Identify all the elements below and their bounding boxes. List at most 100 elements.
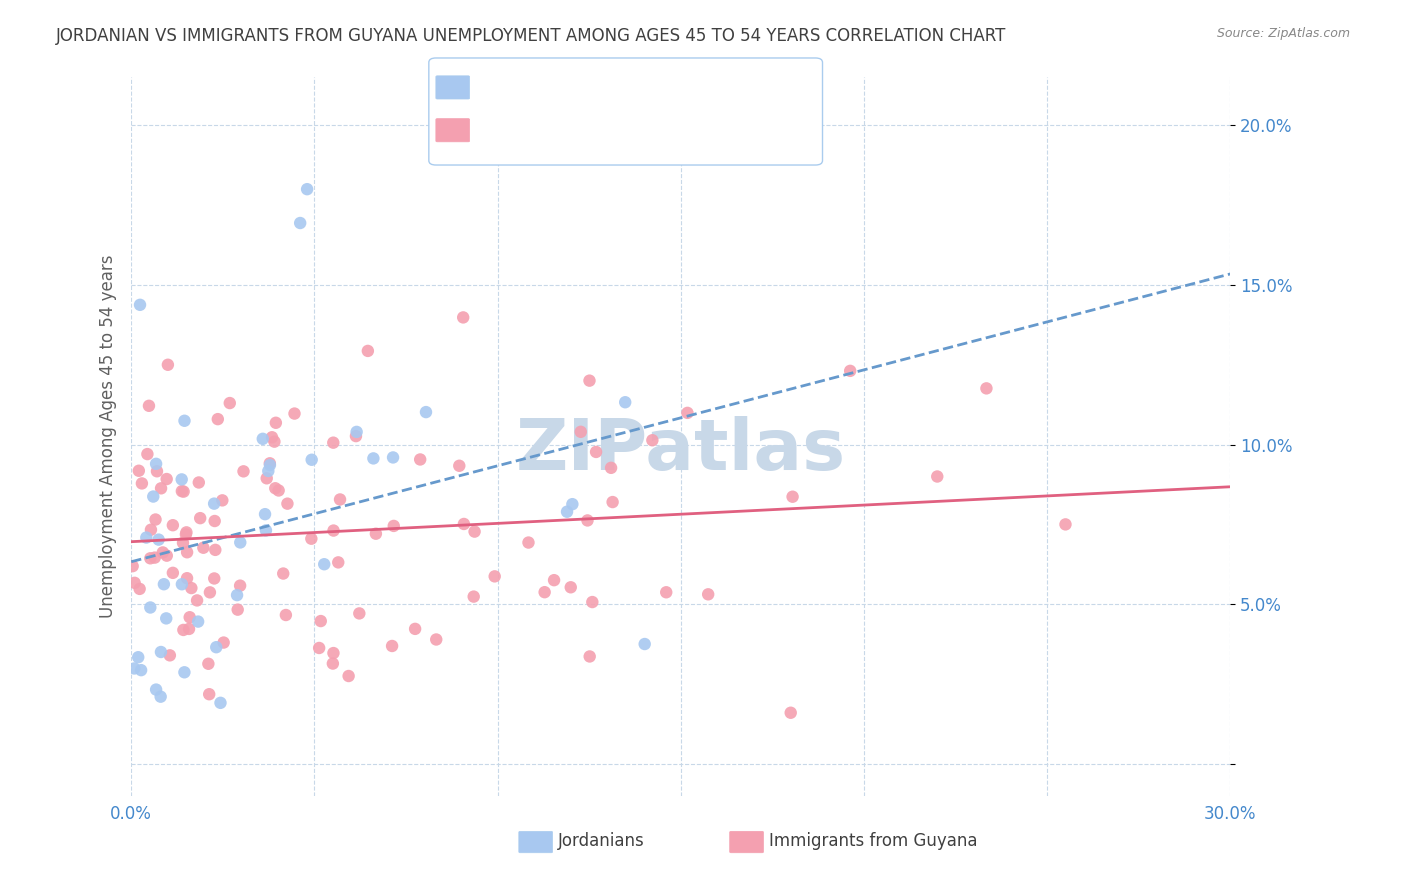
Point	[172, 623, 194, 637]
Point	[207, 412, 229, 426]
Point	[176, 525, 198, 540]
Point	[218, 396, 240, 410]
Point	[139, 600, 162, 615]
Text: 41: 41	[640, 78, 662, 96]
Point	[127, 650, 149, 665]
Point	[179, 610, 201, 624]
Point	[415, 405, 437, 419]
Point	[232, 464, 254, 478]
Point	[299, 532, 322, 546]
Point	[128, 582, 150, 596]
Point	[578, 649, 600, 664]
Point	[264, 481, 287, 495]
Point	[254, 524, 277, 538]
Point	[600, 460, 623, 475]
Point	[357, 343, 380, 358]
Text: 0.186: 0.186	[509, 78, 561, 96]
Point	[263, 434, 285, 449]
Point	[193, 541, 215, 555]
Point	[382, 519, 405, 533]
Point	[464, 524, 486, 539]
Point	[145, 512, 167, 526]
Point	[146, 464, 169, 478]
Point	[172, 536, 194, 550]
Point	[655, 585, 678, 599]
Point	[543, 573, 565, 587]
Point	[188, 511, 211, 525]
Point	[309, 614, 332, 628]
Point	[308, 640, 330, 655]
Point	[128, 464, 150, 478]
Point	[381, 639, 404, 653]
Point	[404, 622, 426, 636]
Point	[136, 447, 159, 461]
Point	[162, 518, 184, 533]
Point	[259, 456, 281, 470]
Point	[271, 566, 294, 581]
Point	[322, 646, 344, 660]
Point	[159, 648, 181, 663]
Point	[212, 635, 235, 649]
Point	[676, 406, 699, 420]
Point	[180, 581, 202, 595]
Point	[252, 432, 274, 446]
Point	[409, 452, 432, 467]
Point	[173, 484, 195, 499]
Point	[170, 577, 193, 591]
Point	[145, 682, 167, 697]
Point	[295, 182, 318, 196]
Point	[229, 535, 252, 549]
Point	[229, 579, 252, 593]
Y-axis label: Unemployment Among Ages 45 to 54 years: Unemployment Among Ages 45 to 54 years	[100, 255, 117, 618]
Point	[578, 374, 600, 388]
Point	[329, 492, 352, 507]
Point	[276, 497, 298, 511]
Point	[382, 450, 405, 465]
Point	[209, 696, 232, 710]
Point	[976, 381, 998, 395]
Point	[346, 425, 368, 439]
Point	[274, 607, 297, 622]
Point	[198, 687, 221, 701]
Point	[138, 399, 160, 413]
Point	[349, 607, 371, 621]
Point	[453, 516, 475, 531]
Point	[170, 472, 193, 486]
Point	[322, 657, 344, 671]
Point	[211, 493, 233, 508]
Point	[425, 632, 447, 647]
Point	[779, 706, 801, 720]
Point	[283, 407, 305, 421]
Point	[555, 505, 578, 519]
Point	[152, 545, 174, 559]
Point	[927, 469, 949, 483]
Point	[226, 588, 249, 602]
Point	[186, 593, 208, 607]
Point	[139, 523, 162, 537]
Point	[143, 550, 166, 565]
Point	[328, 555, 350, 569]
Point	[176, 571, 198, 585]
Point	[602, 495, 624, 509]
Point	[202, 497, 225, 511]
Text: N =: N =	[583, 120, 620, 138]
Point	[187, 475, 209, 490]
Point	[153, 577, 176, 591]
Point	[782, 490, 804, 504]
Point	[337, 669, 360, 683]
Point	[561, 497, 583, 511]
Point	[149, 690, 172, 704]
Text: 106: 106	[640, 120, 675, 138]
Point	[569, 425, 592, 439]
Point	[344, 429, 367, 443]
Point	[156, 549, 179, 563]
Point	[202, 571, 225, 585]
Point	[174, 527, 197, 541]
Point	[560, 580, 582, 594]
Point	[205, 640, 228, 655]
Point	[173, 665, 195, 680]
Text: Source: ZipAtlas.com: Source: ZipAtlas.com	[1216, 27, 1350, 40]
Point	[322, 435, 344, 450]
Point	[155, 611, 177, 625]
Point	[156, 472, 179, 486]
